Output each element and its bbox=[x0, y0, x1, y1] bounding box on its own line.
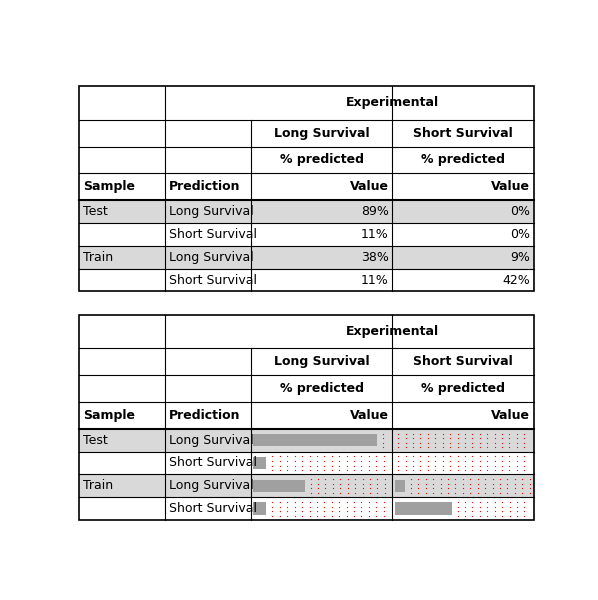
Text: 89%: 89% bbox=[361, 205, 389, 218]
Text: Experimental: Experimental bbox=[346, 97, 439, 109]
Text: Value: Value bbox=[491, 409, 530, 422]
Bar bbox=[395, 502, 451, 515]
Bar bbox=[80, 86, 533, 292]
Bar bbox=[80, 475, 533, 497]
Bar bbox=[80, 223, 533, 246]
Text: Sample: Sample bbox=[83, 409, 135, 422]
Text: Train: Train bbox=[83, 251, 113, 263]
Bar bbox=[253, 457, 267, 469]
Text: Long Survival: Long Survival bbox=[274, 127, 370, 140]
Text: % predicted: % predicted bbox=[421, 382, 505, 395]
Text: % predicted: % predicted bbox=[279, 382, 364, 395]
Text: Value: Value bbox=[491, 180, 530, 193]
Text: 38%: 38% bbox=[361, 251, 389, 263]
Text: Experimental: Experimental bbox=[346, 325, 439, 338]
Text: 0%: 0% bbox=[510, 228, 530, 241]
Text: 11%: 11% bbox=[361, 228, 389, 241]
Text: Short Survival: Short Survival bbox=[413, 127, 512, 140]
Bar bbox=[80, 269, 533, 292]
Text: 0%: 0% bbox=[510, 205, 530, 218]
Bar bbox=[80, 200, 533, 223]
Text: Test: Test bbox=[83, 205, 108, 218]
Text: Long Survival: Long Survival bbox=[169, 434, 254, 446]
Text: Value: Value bbox=[349, 409, 389, 422]
Text: Prediction: Prediction bbox=[169, 180, 240, 193]
Text: Short Survival: Short Survival bbox=[413, 355, 512, 368]
Text: Sample: Sample bbox=[83, 180, 135, 193]
Bar bbox=[253, 502, 267, 515]
Text: Short Survival: Short Survival bbox=[169, 274, 257, 287]
Text: Long Survival: Long Survival bbox=[169, 251, 254, 263]
Bar bbox=[80, 428, 533, 452]
Text: Short Survival: Short Survival bbox=[169, 502, 257, 515]
Bar bbox=[80, 314, 533, 520]
Text: Long Survival: Long Survival bbox=[274, 355, 370, 368]
Bar bbox=[253, 434, 377, 446]
Bar bbox=[253, 479, 304, 492]
Text: Long Survival: Long Survival bbox=[169, 205, 254, 218]
Text: 11%: 11% bbox=[361, 274, 389, 287]
Bar bbox=[80, 246, 533, 269]
Text: Test: Test bbox=[83, 434, 108, 446]
Text: Prediction: Prediction bbox=[169, 409, 240, 422]
Text: Train: Train bbox=[83, 479, 113, 493]
Bar bbox=[80, 497, 533, 520]
Text: Long Survival: Long Survival bbox=[169, 479, 254, 493]
Bar bbox=[80, 452, 533, 475]
Text: % predicted: % predicted bbox=[279, 154, 364, 166]
Text: Short Survival: Short Survival bbox=[169, 457, 257, 469]
Text: Value: Value bbox=[349, 180, 389, 193]
Text: 42%: 42% bbox=[502, 274, 530, 287]
Bar bbox=[395, 479, 405, 492]
Text: 9%: 9% bbox=[510, 251, 530, 263]
Text: % predicted: % predicted bbox=[421, 154, 505, 166]
Text: Short Survival: Short Survival bbox=[169, 228, 257, 241]
